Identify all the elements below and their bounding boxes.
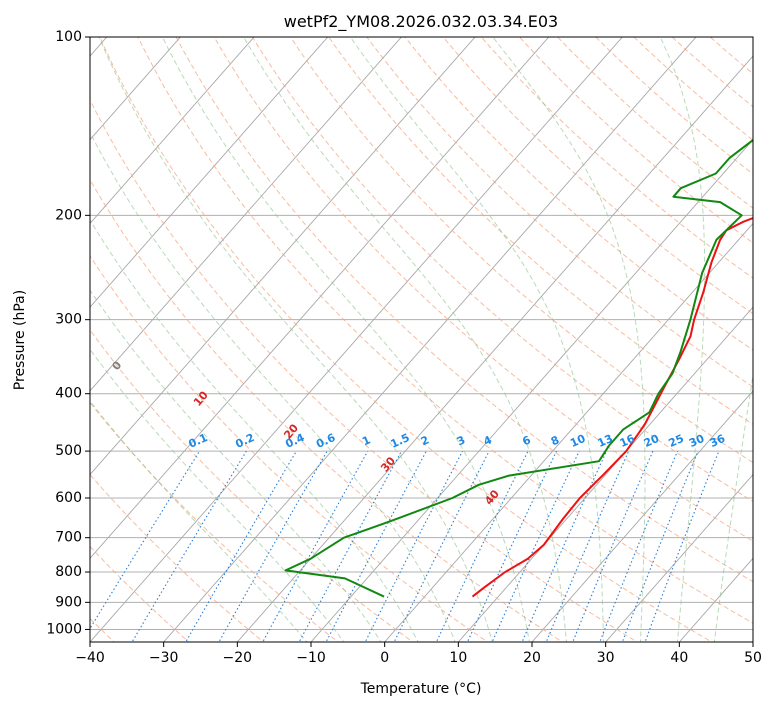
x-tick-label: −30 bbox=[149, 650, 179, 666]
moist-adiabat bbox=[98, 37, 493, 642]
mixing-ratio-line bbox=[325, 450, 427, 642]
mixing-ratio-line bbox=[364, 450, 463, 642]
moist-adiabat bbox=[713, 372, 753, 642]
isotherm-line bbox=[90, 37, 402, 392]
y-tick-label: 600 bbox=[55, 490, 82, 506]
y-tick-label: 500 bbox=[55, 443, 82, 459]
x-tick-label: 20 bbox=[523, 650, 541, 666]
mixing-ratio-lines bbox=[90, 450, 720, 642]
dry-adiabat bbox=[442, 37, 753, 315]
dry-adiabat bbox=[90, 98, 638, 642]
y-tick-label: 300 bbox=[55, 312, 82, 328]
y-tick-label: 700 bbox=[55, 530, 82, 546]
moist-adiabat bbox=[90, 289, 382, 642]
sounding-profiles bbox=[284, 138, 753, 598]
isotherm-line bbox=[90, 37, 255, 225]
chart-title: wetPf2_YM08.2026.032.03.34.E03 bbox=[284, 12, 558, 32]
x-tick-label: −40 bbox=[75, 650, 105, 666]
dry-adiabat bbox=[90, 473, 265, 642]
x-tick-label: 30 bbox=[597, 650, 615, 666]
mixing-ratio-label: 10 bbox=[568, 432, 588, 450]
moist-adiabat bbox=[161, 37, 530, 642]
y-tick-label: 900 bbox=[55, 594, 82, 610]
mixing-ratio-label: 25 bbox=[667, 432, 686, 450]
skewed-isotherms bbox=[90, 37, 753, 642]
dry-adiabat bbox=[90, 401, 340, 642]
x-tick-label: 10 bbox=[449, 650, 467, 666]
x-tick-label: 40 bbox=[670, 650, 688, 666]
dry-adiabat bbox=[213, 37, 753, 542]
isotherm-line bbox=[90, 37, 476, 476]
y-tick-label: 400 bbox=[55, 386, 82, 402]
temperature-profile bbox=[471, 216, 753, 598]
moist-adiabats bbox=[90, 37, 753, 642]
plot-area: 0.10.20.40.611.52346810131620253036-100-… bbox=[90, 37, 753, 642]
isotherm-line bbox=[163, 37, 697, 642]
x-tick-label: −20 bbox=[223, 650, 253, 666]
moist-adiabat bbox=[90, 219, 419, 642]
isotherm-line bbox=[236, 55, 753, 642]
plot-frame bbox=[89, 36, 754, 643]
y-tick-label: 200 bbox=[55, 207, 82, 223]
mixing-ratio-line bbox=[90, 450, 200, 630]
x-tick-label: 50 bbox=[744, 650, 762, 666]
dry-adiabat bbox=[137, 37, 753, 624]
y-tick-label: 1000 bbox=[46, 621, 82, 637]
isotherm-line bbox=[605, 473, 753, 642]
mixing-ratio-label: 20 bbox=[642, 432, 662, 450]
mixing-ratio-line bbox=[572, 450, 654, 642]
mixing-ratio-label: 16 bbox=[618, 432, 638, 450]
y-axis: 100 200 300 400 500 600 700 800 900 1000 bbox=[46, 29, 90, 637]
dry-adiabat bbox=[251, 37, 753, 503]
moist-adiabat bbox=[90, 400, 308, 642]
y-tick-label: 800 bbox=[55, 564, 82, 580]
mixing-ratio-line bbox=[599, 450, 679, 642]
dry-adiabat bbox=[99, 37, 713, 642]
y-tick-label: 100 bbox=[55, 29, 82, 45]
mixing-ratio-line bbox=[185, 450, 297, 642]
moist-adiabat bbox=[659, 37, 706, 642]
isotherm-line bbox=[90, 37, 550, 559]
isotherm-line bbox=[384, 222, 753, 642]
isotherm-line bbox=[310, 139, 753, 642]
isotherm-line bbox=[90, 37, 623, 642]
moist-adiabat bbox=[349, 37, 604, 642]
mixing-ratio-line bbox=[298, 450, 402, 642]
dry-adiabat bbox=[90, 329, 414, 642]
isotherm-line bbox=[90, 37, 329, 308]
mixing-ratio-label: 13 bbox=[596, 432, 615, 450]
mixing-ratio-line bbox=[621, 450, 699, 642]
isotherm-line bbox=[90, 37, 181, 141]
x-tick-label: 0 bbox=[380, 650, 389, 666]
mixing-ratio-label: 36 bbox=[708, 432, 728, 450]
y-axis-label: Pressure (hPa) bbox=[12, 290, 28, 390]
dry-adiabat bbox=[90, 178, 564, 642]
dry-adiabats bbox=[90, 37, 753, 642]
isobar-gridlines bbox=[90, 37, 753, 630]
isotherm-line bbox=[531, 390, 753, 642]
x-axis-label: Temperature (°C) bbox=[360, 681, 482, 697]
dry-adiabat bbox=[328, 37, 753, 425]
dewpoint-profile bbox=[284, 138, 753, 598]
moist-adiabat bbox=[492, 37, 646, 642]
x-tick-label: −10 bbox=[296, 650, 326, 666]
mixing-ratio-line bbox=[644, 450, 720, 642]
mixing-ratio-line bbox=[466, 450, 557, 642]
mixing-ratio-line bbox=[435, 450, 529, 642]
dry-adiabat bbox=[90, 255, 489, 642]
x-axis: −40 −30 −20 −10 0 10 20 30 40 50 bbox=[75, 642, 762, 666]
mixing-ratio-label: 30 bbox=[687, 432, 707, 450]
